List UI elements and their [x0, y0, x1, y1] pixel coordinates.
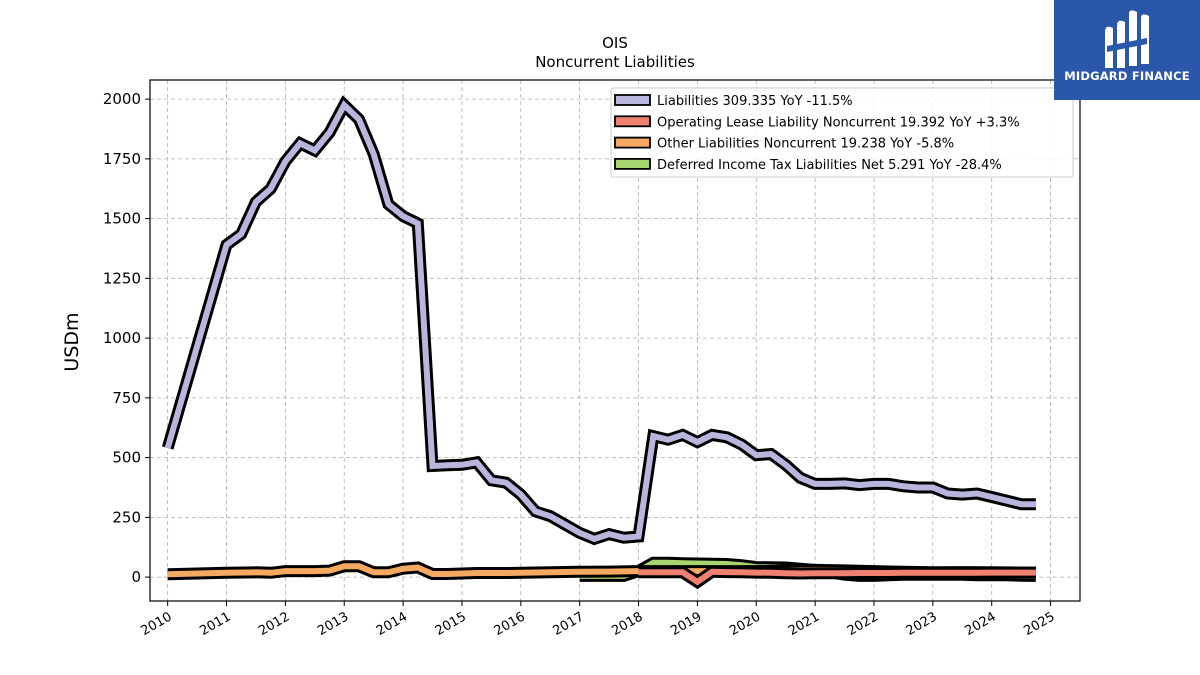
legend-label: Deferred Income Tax Liabilities Net 5.29…	[657, 158, 1002, 173]
logo-text: MIDGARD FINANCE	[1064, 69, 1190, 83]
chart-title-group: OIS Noncurrent Liabilities	[535, 34, 695, 71]
y-tick-label: 500	[112, 449, 141, 467]
x-tick-label: 2011	[197, 609, 233, 639]
chart-title: OIS	[602, 34, 628, 52]
logo-mark-icon	[1105, 10, 1149, 68]
y-tick-label: 1500	[103, 210, 141, 228]
x-tick-label: 2013	[315, 609, 351, 639]
x-tick-label: 2021	[786, 609, 822, 639]
legend-label: Liabilities 309.335 YoY -11.5%	[657, 94, 853, 109]
legend: Liabilities 309.335 YoY -11.5% Operating …	[610, 87, 1074, 178]
x-tick-label: 2015	[433, 609, 469, 639]
x-tick-label: 2025	[1021, 609, 1057, 639]
y-tick-label: 1750	[103, 150, 141, 168]
y-tick-label: 0	[131, 568, 141, 586]
x-tick-label: 2019	[668, 609, 704, 639]
x-tick-label: 2022	[845, 609, 881, 639]
y-tick-label: 250	[112, 508, 141, 526]
x-tick-label: 2020	[727, 609, 763, 639]
y-axis: 0 250 500 750 1000 1250 1500 1750 2000	[103, 90, 150, 586]
y-axis-label: USDm	[61, 312, 83, 371]
legend-swatch	[614, 157, 651, 170]
series-line-1	[638, 568, 1036, 586]
plot-frame	[149, 79, 1081, 602]
logo: MIDGARD FINANCE	[1054, 0, 1200, 100]
legend-swatch	[614, 94, 651, 106]
x-tick-label: 2014	[374, 609, 410, 639]
legend-label: Other Liabilities Noncurrent 19.238 YoY …	[657, 137, 954, 152]
series-line-0	[164, 100, 1036, 543]
chart-subtitle: Noncurrent Liabilities	[535, 53, 695, 71]
y-tick-label: 2000	[103, 90, 141, 108]
x-axis: 2010 2011 2012 2013 2014 2015 2016 2017 2018 2019…	[138, 601, 1058, 639]
x-tick-label: 2023	[904, 609, 940, 639]
x-tick-label: 2010	[138, 609, 174, 639]
y-tick-label: 1000	[103, 329, 141, 347]
x-tick-label: 2017	[551, 609, 587, 639]
y-tick-label: 750	[112, 389, 141, 407]
x-tick-label: 2024	[963, 609, 999, 639]
legend-label: Operating Lease Liability Noncurrent 19.…	[657, 115, 1020, 130]
y-tick-label: 1250	[103, 269, 141, 287]
x-tick-label: 2012	[256, 609, 292, 639]
series-group	[161, 95, 1036, 590]
legend-swatch	[614, 136, 651, 149]
x-tick-label: 2016	[492, 609, 528, 639]
legend-swatch	[614, 115, 651, 128]
legend-frame	[610, 87, 1074, 178]
x-tick-label: 2018	[609, 609, 645, 639]
